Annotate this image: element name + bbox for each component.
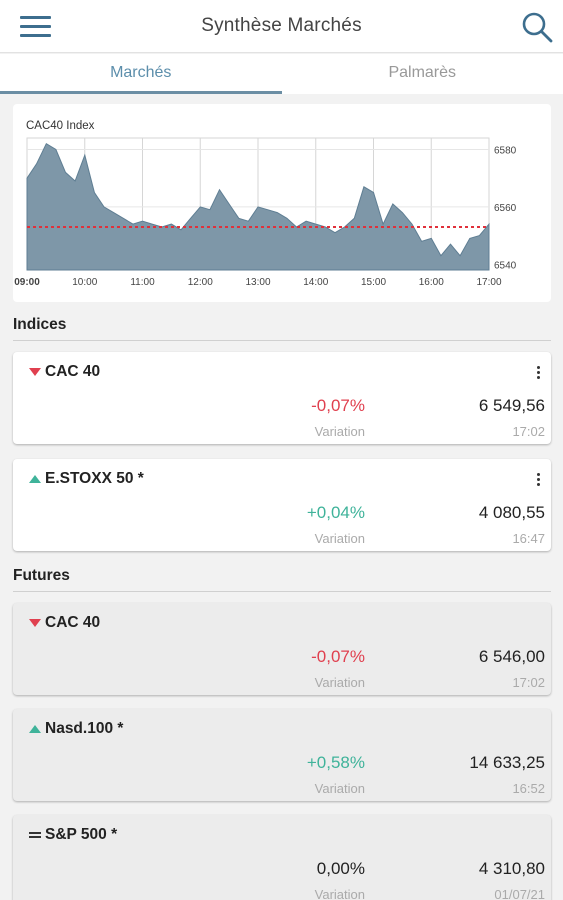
search-icon[interactable] bbox=[519, 9, 555, 45]
chart-x-tick-label: 12:00 bbox=[188, 277, 213, 288]
variation-label: Variation bbox=[314, 781, 365, 796]
instrument-name: S&P 500 * bbox=[45, 826, 118, 843]
chart-x-tick-label: 11:00 bbox=[130, 277, 155, 288]
section-divider bbox=[13, 591, 551, 592]
tab-bar: Marchés Palmarès bbox=[0, 54, 563, 94]
future-row[interactable]: S&P 500 * 0,00% 4 310,80 Variation 01/07… bbox=[13, 815, 551, 900]
app-bar: Synthèse Marchés bbox=[0, 0, 563, 53]
quote-time: 16:47 bbox=[512, 531, 545, 546]
section-title-indices: Indices bbox=[13, 316, 67, 333]
index-chart-card[interactable]: CAC40 Index 09:00 10:00 11:00 12:00 13:00 14:0… bbox=[13, 104, 551, 302]
section-divider bbox=[13, 340, 551, 341]
trend-down-icon bbox=[29, 619, 41, 627]
instrument-value: 6 546,00 bbox=[478, 647, 545, 666]
variation-percent: -0,07% bbox=[311, 396, 365, 415]
variation-label: Variation bbox=[314, 675, 365, 690]
instrument-value: 6 549,56 bbox=[478, 396, 545, 415]
page-title: Synthèse Marchés bbox=[201, 15, 362, 36]
instrument-name: E.STOXX 50 * bbox=[45, 470, 144, 487]
chart-x-tick-label: 14:00 bbox=[303, 277, 328, 288]
trend-down-icon bbox=[29, 368, 41, 376]
future-row[interactable]: CAC 40 -0,07% 6 546,00 Variation 17:02 bbox=[13, 603, 551, 695]
variation-label: Variation bbox=[314, 531, 365, 546]
variation-percent: +0,58% bbox=[306, 753, 365, 772]
variation-percent: +0,04% bbox=[306, 503, 365, 522]
future-row[interactable]: Nasd.100 * +0,58% 14 633,25 Variation 16… bbox=[13, 709, 551, 801]
variation-percent: -0,07% bbox=[311, 647, 365, 666]
chart-x-tick-label: 10:00 bbox=[72, 277, 97, 288]
trend-up-icon bbox=[29, 725, 41, 733]
tab-palmares[interactable]: Palmarès bbox=[388, 64, 457, 81]
instrument-name: Nasd.100 * bbox=[45, 720, 124, 737]
index-row[interactable]: E.STOXX 50 * +0,04% 4 080,55 Variation 1… bbox=[13, 459, 551, 551]
tab-marches[interactable]: Marchés bbox=[0, 54, 282, 94]
trend-up-icon bbox=[29, 475, 41, 483]
quote-time: 17:02 bbox=[512, 424, 545, 439]
chart-x-tick-label: 15:00 bbox=[361, 277, 386, 288]
chart-title: CAC40 Index bbox=[26, 120, 95, 132]
variation-label: Variation bbox=[314, 424, 365, 439]
chart-y-tick-label: 6580 bbox=[494, 145, 517, 156]
chart-y-tick-label: 6560 bbox=[494, 203, 517, 214]
quote-time: 17:02 bbox=[512, 675, 545, 690]
instrument-value: 4 310,80 bbox=[478, 859, 545, 878]
instrument-name: CAC 40 bbox=[45, 363, 101, 380]
hamburger-menu-icon[interactable] bbox=[20, 16, 51, 38]
chart-x-tick-label: 09:00 bbox=[14, 277, 40, 288]
index-row[interactable]: CAC 40 -0,07% 6 549,56 Variation 17:02 bbox=[13, 352, 551, 444]
variation-label: Variation bbox=[314, 887, 365, 900]
index-chart: CAC40 Index 09:00 10:00 11:00 12:00 13:00 14:0… bbox=[14, 120, 517, 288]
trend-flat-icon bbox=[29, 832, 41, 838]
chart-y-tick-label: 6540 bbox=[494, 260, 517, 271]
more-options-icon[interactable] bbox=[537, 366, 541, 380]
quote-time: 01/07/21 bbox=[494, 887, 545, 900]
chart-x-tick-label: 17:00 bbox=[476, 277, 501, 288]
chart-area-series bbox=[26, 142, 490, 271]
chart-x-tick-label: 16:00 bbox=[419, 277, 444, 288]
instrument-value: 4 080,55 bbox=[478, 503, 545, 522]
chart-x-tick-label: 13:00 bbox=[245, 277, 270, 288]
instrument-name: CAC 40 bbox=[45, 614, 101, 631]
section-title-futures: Futures bbox=[13, 567, 70, 584]
quote-time: 16:52 bbox=[512, 781, 545, 796]
more-options-icon[interactable] bbox=[537, 473, 541, 487]
variation-percent: 0,00% bbox=[316, 859, 365, 878]
instrument-value: 14 633,25 bbox=[469, 753, 545, 772]
